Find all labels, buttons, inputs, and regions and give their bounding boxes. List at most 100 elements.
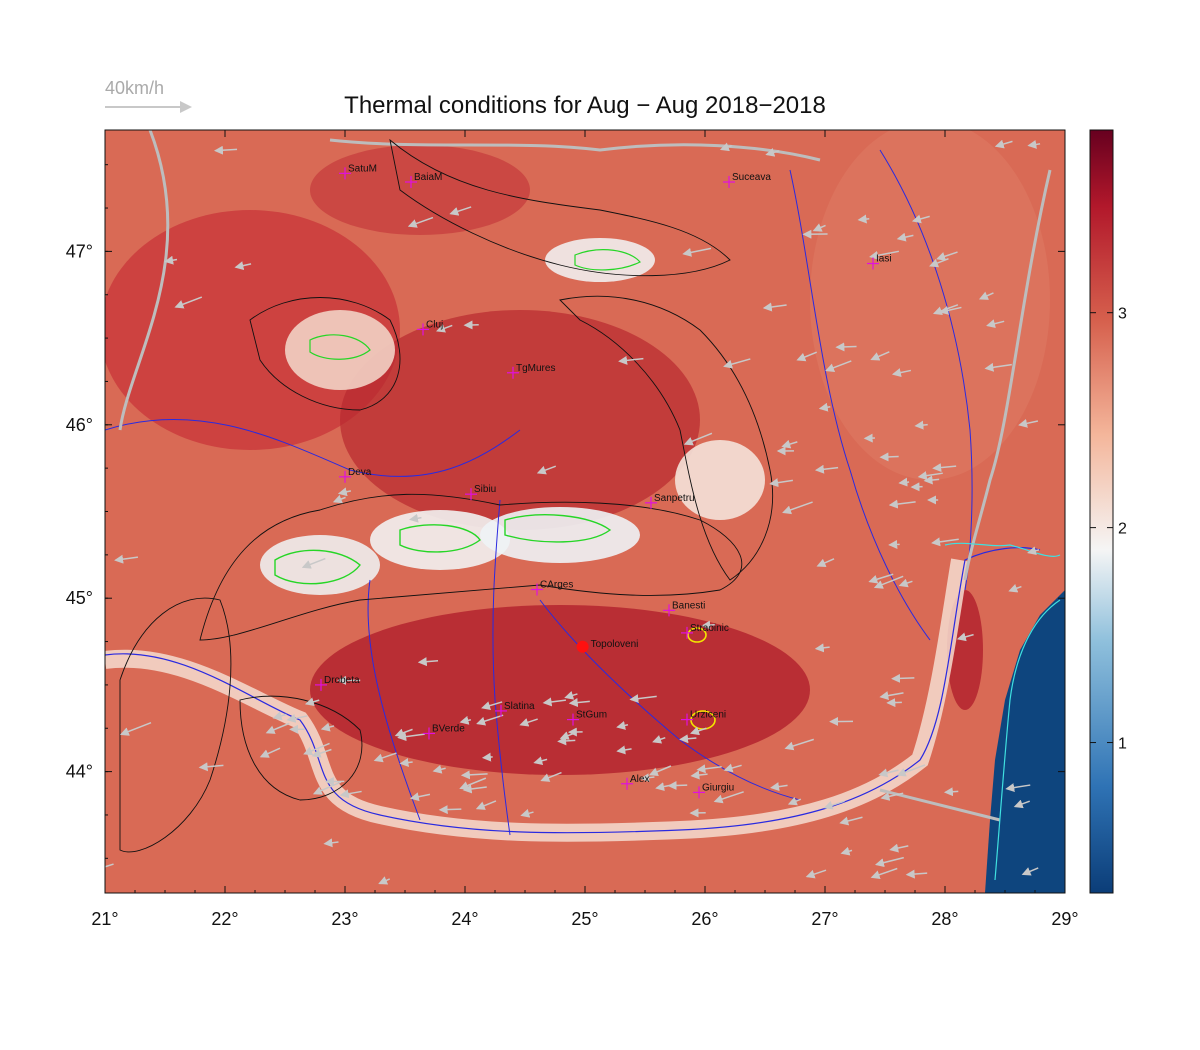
wind-arrow <box>888 499 916 509</box>
highlight-marker <box>576 640 589 653</box>
wind-arrow <box>929 258 949 268</box>
wind-arrow <box>540 771 562 782</box>
wind-arrow <box>796 351 818 362</box>
highlight-label: Topoloveni <box>591 639 639 650</box>
cool-zone-fagaras <box>370 510 510 570</box>
river-arges <box>539 599 801 801</box>
wind-arrow <box>312 781 342 795</box>
wind-arrow <box>984 362 1012 372</box>
wind-arrow <box>898 477 910 487</box>
wind-arrow <box>888 539 900 549</box>
city-label: Sanpetru <box>654 493 695 504</box>
wind-arrow <box>939 305 962 315</box>
city-label: Straoinic <box>690 623 729 634</box>
wind-arrow <box>399 758 413 767</box>
wind-arrow <box>397 732 425 742</box>
wind-arrow <box>432 764 446 774</box>
wind-arrow <box>320 722 335 732</box>
wind-arrow <box>839 816 863 826</box>
wind-arrow <box>460 770 488 780</box>
wind-arrow <box>449 206 472 216</box>
wind-arrow <box>868 573 894 584</box>
wind-arrow <box>911 214 930 224</box>
city-label: StGum <box>576 710 607 721</box>
cool-zone-rodna <box>545 238 655 282</box>
city-label: SatuM <box>348 163 377 174</box>
wind-arrow <box>417 657 439 667</box>
black-sea <box>985 590 1065 893</box>
wind-arrow <box>932 304 959 316</box>
city-label: Giurgiu <box>702 782 734 793</box>
wind-arrow <box>436 324 453 333</box>
lon-tick-label: 27° <box>811 909 838 929</box>
colorbar-ticks: 1 2 3 <box>1090 306 1127 753</box>
cool-zone-retezat <box>260 535 380 595</box>
contour-oltenia <box>239 695 363 801</box>
wind-arrow <box>682 247 712 257</box>
wind-arrow <box>629 694 657 704</box>
cyan-coastline <box>994 599 1061 881</box>
wind-arrow <box>568 698 590 708</box>
colorbar-tick-label: 2 <box>1118 521 1127 538</box>
wind-arrow <box>879 452 899 462</box>
wind-arrow <box>923 475 940 485</box>
wind-arrow <box>696 764 722 774</box>
map-title: Thermal conditions for Aug − Aug 2018−20… <box>344 92 826 119</box>
wind-arrow <box>956 632 974 642</box>
wind-arrow <box>936 251 958 261</box>
wind-arrow <box>536 465 557 475</box>
wind-arrow <box>690 770 708 780</box>
wind-arrow <box>286 713 308 723</box>
city-label: Urziceni <box>690 710 726 721</box>
green-contour-apuseni <box>309 334 371 360</box>
lon-tick-label: 29° <box>1051 909 1078 929</box>
lon-tick-label: 26° <box>691 909 718 929</box>
city-markers: SatuM BaiaM Suceava Iasi Cluj TgMures Deva Sibi… <box>315 163 892 799</box>
wind-arrow <box>373 752 397 763</box>
wind-arrow <box>462 784 487 794</box>
wind-arrow <box>683 432 713 446</box>
wind-arrow <box>1027 546 1040 556</box>
river-mures <box>105 418 521 477</box>
wind-arrow <box>835 342 857 352</box>
wind-arrow <box>870 867 898 880</box>
city-label: Deva <box>348 467 372 478</box>
wind-arrow <box>1021 867 1039 876</box>
wind-arrow <box>905 869 928 879</box>
cyan-delta <box>944 542 1061 557</box>
wind-arrow <box>648 765 672 776</box>
city-label: Sibiu <box>474 484 496 495</box>
wind-arrow <box>994 139 1013 149</box>
wind-arrow <box>198 762 224 772</box>
wind-arrow <box>713 791 744 804</box>
lon-tick-label: 22° <box>211 909 238 929</box>
wind-arrow <box>519 718 538 727</box>
wind-arrow <box>931 537 959 547</box>
wind-arrow <box>105 863 114 868</box>
lon-tick-label: 24° <box>451 909 478 929</box>
wind-arrow <box>723 763 742 773</box>
cool-zone-apuseni <box>285 310 395 390</box>
wind-arrow <box>301 557 326 569</box>
cool-zone-curvature <box>675 440 765 520</box>
colorbar-tick-label: 3 <box>1118 306 1127 323</box>
wind-arrow <box>870 351 890 361</box>
river-jiu <box>367 579 421 821</box>
wind-arrow <box>917 471 943 481</box>
city-label: Banesti <box>672 600 705 611</box>
contour-north <box>389 138 731 277</box>
wind-arrow <box>814 643 830 653</box>
wind-arrow <box>332 494 346 504</box>
wind-arrow <box>616 721 629 730</box>
wind-arrow <box>520 808 534 818</box>
city-label: Iasi <box>876 254 892 265</box>
city-label: Cluj <box>426 319 443 330</box>
contour-carpathians-south <box>199 493 743 641</box>
lon-tick-label: 28° <box>931 909 958 929</box>
wind-arrow <box>481 752 493 762</box>
wind-arrow <box>459 715 472 725</box>
wind-arrow <box>618 355 644 365</box>
border-north <box>329 138 821 162</box>
wind-arrow <box>823 800 845 810</box>
contour-apuseni <box>249 297 401 411</box>
